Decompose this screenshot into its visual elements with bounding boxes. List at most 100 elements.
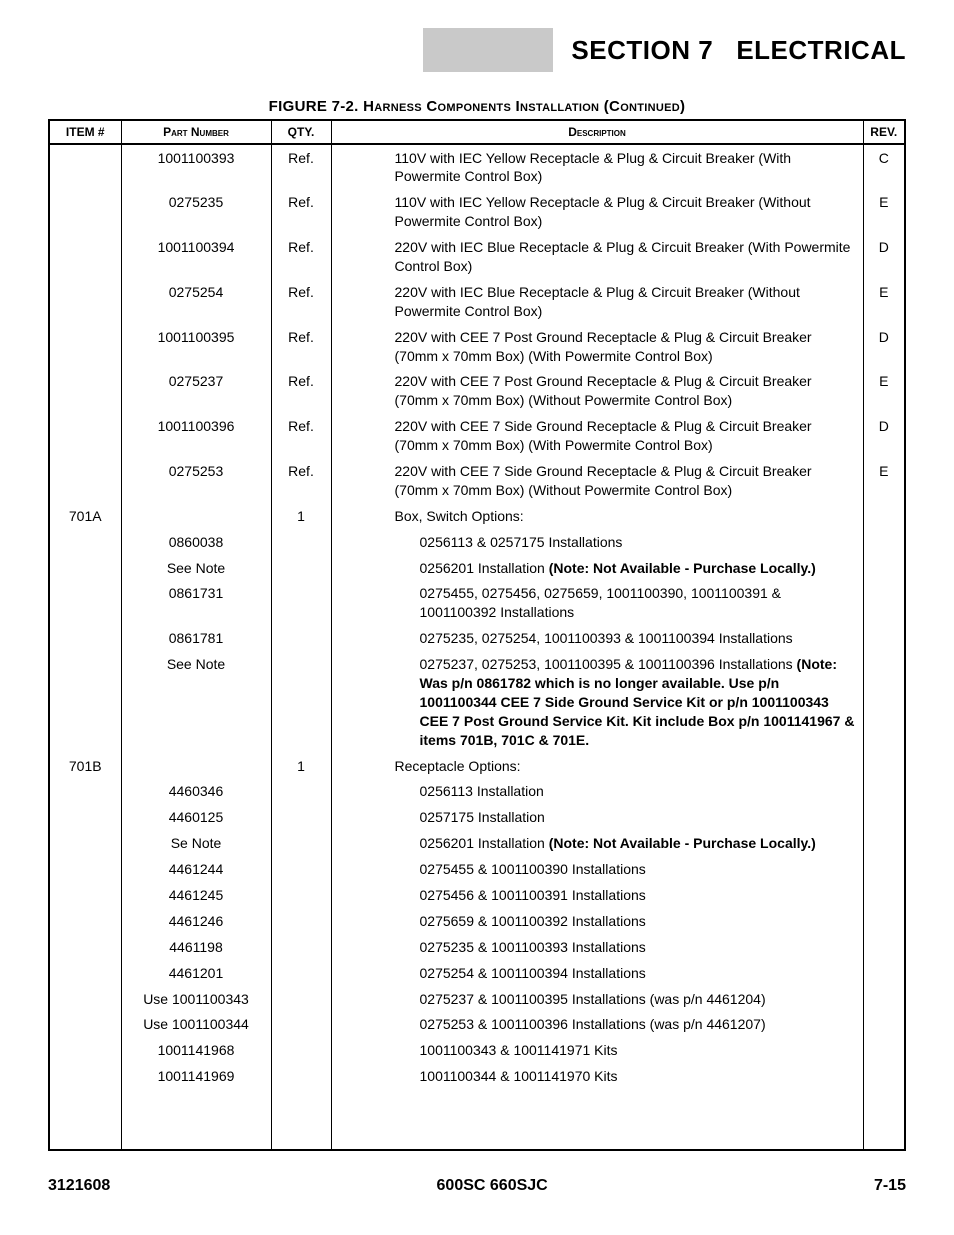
table-row: See Note0275237, 0275253, 1001100395 & 1… [49,652,905,753]
cell-part: See Note [121,652,271,753]
table-row: 08600380256113 & 0257175 Installations [49,529,905,555]
desc-note: (Note: Not Available - Purchase Locally.… [549,835,816,851]
cell-part: 4460346 [121,779,271,805]
cell-desc: 220V with CEE 7 Post Ground Receptacle &… [331,324,863,369]
cell-part: Se Note [121,831,271,857]
cell-part: 0860038 [121,529,271,555]
cell-rev: E [863,279,905,324]
table-row: 0861781 0275235, 0275254, 1001100393 & 10… [49,626,905,652]
cell-rev [863,555,905,581]
table-row: 44612010275254 & 1001100394 Installation… [49,960,905,986]
cell-part: 0275237 [121,369,271,414]
col-header-rev: REV. [863,120,905,144]
figure-caption: FIGURE 7-2. Harness Components Installat… [48,98,906,115]
cell-rev: E [863,458,905,503]
cell-item [49,369,121,414]
cell-part [121,753,271,779]
table-row: 10011419681001100343 & 1001141971 Kits [49,1038,905,1064]
cell-item [49,235,121,280]
footer-center: 600SC 660SJC [437,1177,548,1195]
cell-item [49,779,121,805]
table-row: 701A1Box, Switch Options: [49,503,905,529]
table-row: 1001100396Ref.220V with CEE 7 Side Groun… [49,414,905,459]
cell-item [49,1038,121,1064]
cell-rev [863,857,905,883]
cell-qty [271,986,331,1012]
cell-rev [863,581,905,626]
desc-text: 0256113 Installation [420,783,544,799]
cell-qty [271,934,331,960]
table-row: 0275254Ref.220V with IEC Blue Receptacle… [49,279,905,324]
desc-text: 1001100343 & 1001141971 Kits [420,1042,618,1058]
desc-text: 0256201 Installation [420,835,549,851]
cell-rev: D [863,414,905,459]
cell-part: 1001141969 [121,1064,271,1090]
cell-qty [271,805,331,831]
table-row: 4460346 0256113 Installation [49,779,905,805]
cell-item [49,414,121,459]
cell-desc: 0256201 Installation (Note: Not Availabl… [331,831,863,857]
cell-rev [863,753,905,779]
cell-item [49,883,121,909]
cell-rev: D [863,235,905,280]
table-row: 08617310275455, 0275456, 0275659, 100110… [49,581,905,626]
cell-rev [863,986,905,1012]
cell-item [49,960,121,986]
cell-desc: 0275253 & 1001100396 Installations (was … [331,1012,863,1038]
desc-text: 0275235, 0275254, 1001100393 & 100110039… [420,630,793,646]
cell-part: 0275253 [121,458,271,503]
cell-item [49,652,121,753]
cell-desc: 0256113 Installation [331,779,863,805]
cell-qty: Ref. [271,369,331,414]
cell-qty: 1 [271,503,331,529]
cell-desc: 220V with CEE 7 Side Ground Receptacle &… [331,458,863,503]
cell-rev [863,805,905,831]
cell-part: 4461198 [121,934,271,960]
cell-item [49,324,121,369]
desc-text: 0275659 & 1001100392 Installations [420,913,646,929]
cell-item [49,908,121,934]
col-header-item: ITEM # [49,120,121,144]
cell-qty [271,831,331,857]
cell-desc: 220V with IEC Blue Receptacle & Plug & C… [331,235,863,280]
cell-qty: Ref. [271,279,331,324]
cell-item [49,626,121,652]
cell-part: 1001100395 [121,324,271,369]
cell-part: 0861781 [121,626,271,652]
table-row: 1001100393Ref.110V with IEC Yellow Recep… [49,144,905,190]
section-title: SECTION 7 ELECTRICAL [553,28,906,72]
cell-rev [863,1038,905,1064]
table-row: 0275237Ref.220V with CEE 7 Post Ground R… [49,369,905,414]
table-row: Se Note 0256201 Installation (Note: Not A… [49,831,905,857]
header-gray-block [423,28,553,72]
cell-desc: 220V with CEE 7 Side Ground Receptacle &… [331,414,863,459]
table-row: 44612440275455 & 1001100390 Installation… [49,857,905,883]
cell-qty [271,1038,331,1064]
cell-rev: E [863,369,905,414]
cell-rev [863,908,905,934]
cell-rev [863,831,905,857]
cell-desc: 0256201 Installation (Note: Not Availabl… [331,555,863,581]
cell-desc: 220V with IEC Blue Receptacle & Plug & C… [331,279,863,324]
cell-part: 1001100394 [121,235,271,280]
desc-text: 0275253 & 1001100396 Installations (was … [420,1016,766,1032]
cell-desc: 110V with IEC Yellow Receptacle & Plug &… [331,190,863,235]
table-row: 1001100394Ref. 220V with IEC Blue Recepta… [49,235,905,280]
cell-rev [863,1064,905,1090]
table-row: Use 10011003440275253 & 1001100396 Insta… [49,1012,905,1038]
desc-text: 220V with IEC Blue Receptacle & Plug & C… [395,239,851,274]
cell-part: 1001100393 [121,144,271,190]
table-row: 44612460275659 & 1001100392 Installation… [49,908,905,934]
footer-right: 7-15 [874,1177,906,1195]
cell-qty: 1 [271,753,331,779]
cell-qty: Ref. [271,235,331,280]
desc-text: 0257175 Installation [420,809,545,825]
cell-item: 701B [49,753,121,779]
cell-qty [271,652,331,753]
cell-qty: Ref. [271,144,331,190]
cell-rev [863,779,905,805]
section-label: SECTION 7 [571,35,713,66]
cell-rev [863,883,905,909]
table-row: 0275253Ref.220V with CEE 7 Side Ground R… [49,458,905,503]
cell-part: 0275254 [121,279,271,324]
